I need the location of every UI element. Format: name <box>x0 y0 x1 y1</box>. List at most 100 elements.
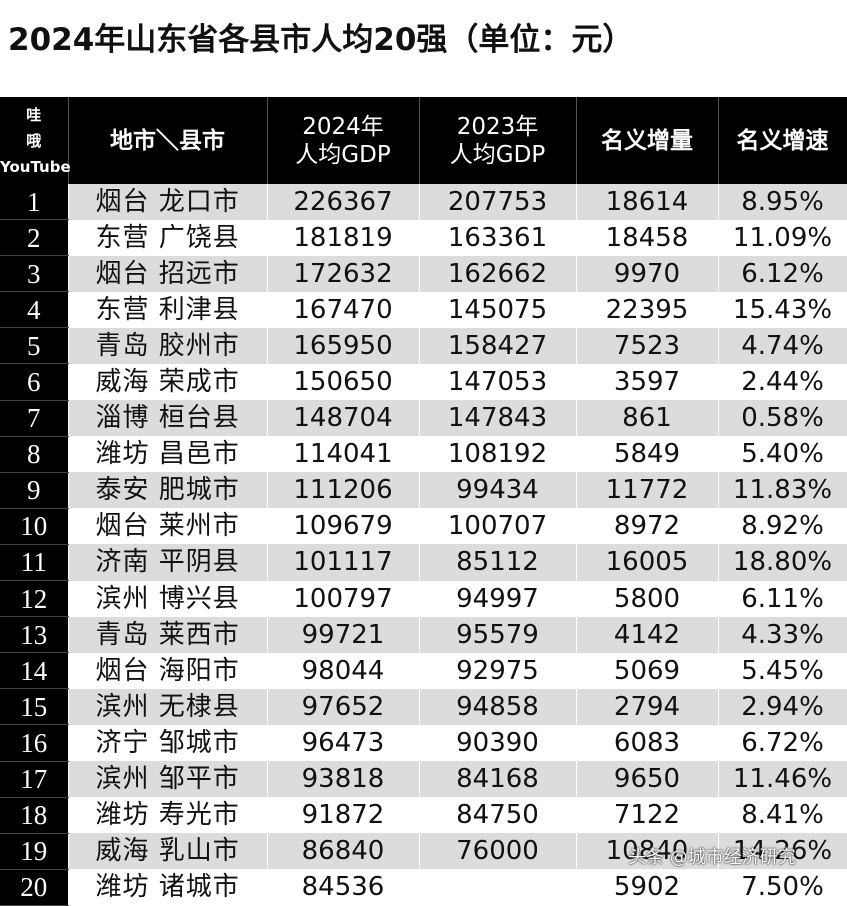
gdp2024-cell: 96473 <box>267 724 420 761</box>
growth-cell: 6.12% <box>718 255 847 292</box>
gdp2023-cell: 92975 <box>419 652 577 689</box>
increase-cell: 4142 <box>576 616 719 653</box>
name-cell: 烟台 招远市 <box>68 255 268 292</box>
increase-header: 名义增量 <box>576 97 719 184</box>
table-row: 14 烟台 海阳市 98044 92975 5069 5.45% <box>0 652 847 690</box>
increase-cell: 5849 <box>576 436 719 473</box>
table-row: 4 东营 利津县 167470 145075 22395 15.43% <box>0 291 847 329</box>
increase-cell: 7523 <box>576 327 719 364</box>
gdp2023-header: 2023年 人均GDP <box>419 97 577 184</box>
name-cell: 淄博 桓台县 <box>68 400 268 437</box>
gdp2023-cell: 207753 <box>419 184 577 220</box>
name-cell: 济宁 邹城市 <box>68 724 268 761</box>
rank-header-line-1: 哇 <box>26 105 42 124</box>
name-cell: 泰安 肥城市 <box>68 472 268 509</box>
table-row: 10 烟台 莱州市 109679 100707 8972 8.92% <box>0 508 847 545</box>
gdp2024-cell: 181819 <box>267 219 420 256</box>
gdp2023-cell: 76000 <box>419 833 577 870</box>
growth-cell: 11.46% <box>718 761 847 798</box>
table-row: 1 烟台 龙口市 226367 207753 18614 8.95% <box>0 184 847 221</box>
gdp2024-cell: 165950 <box>267 327 420 364</box>
rank-cell: 1 <box>0 184 69 221</box>
growth-cell: 18.80% <box>718 544 847 581</box>
gdp2023-header-line-1: 2023年 <box>456 113 539 140</box>
gdp2024-cell: 109679 <box>267 508 420 545</box>
rank-cell: 17 <box>0 761 69 798</box>
gdp2023-cell: 94858 <box>419 688 577 725</box>
increase-cell: 8972 <box>576 508 719 545</box>
rank-cell: 13 <box>0 616 69 654</box>
gdp2023-cell: 163361 <box>419 219 577 256</box>
table-row: 2 东营 广饶县 181819 163361 18458 11.09% <box>0 219 847 257</box>
table-row: 5 青岛 胶州市 165950 158427 7523 4.74% <box>0 327 847 365</box>
rank-header: 哇 哦 YouTube <box>0 97 71 184</box>
rank-cell: 7 <box>0 400 69 437</box>
rank-cell: 15 <box>0 688 69 726</box>
growth-cell: 4.33% <box>718 616 847 653</box>
increase-cell: 18458 <box>576 219 719 256</box>
gdp2023-cell: 158427 <box>419 327 577 364</box>
name-cell: 烟台 莱州市 <box>68 508 268 545</box>
gdp2024-cell: 93818 <box>267 761 420 798</box>
growth-cell: 5.40% <box>718 436 847 473</box>
name-cell: 青岛 胶州市 <box>68 327 268 364</box>
growth-cell: 11.09% <box>718 219 847 256</box>
rank-cell: 16 <box>0 724 69 762</box>
table-row: 17 滨州 邹平市 93818 84168 9650 11.46% <box>0 761 847 798</box>
growth-cell: 4.74% <box>718 327 847 364</box>
gdp2024-cell: 114041 <box>267 436 420 473</box>
growth-cell: 5.45% <box>718 652 847 689</box>
increase-cell: 5902 <box>576 869 719 906</box>
growth-header: 名义增速 <box>718 97 847 184</box>
name-cell: 威海 荣成市 <box>68 363 268 401</box>
table-row: 7 淄博 桓台县 148704 147843 861 0.58% <box>0 400 847 437</box>
rank-cell: 18 <box>0 797 69 834</box>
table-row: 11 济南 平阴县 101117 85112 16005 18.80% <box>0 544 847 582</box>
rank-header-line-2: 哦 <box>26 131 42 150</box>
increase-cell: 5069 <box>576 652 719 689</box>
gdp2023-cell: 90390 <box>419 724 577 761</box>
rank-cell: 14 <box>0 652 69 690</box>
gdp2023-cell: 145075 <box>419 291 577 328</box>
rank-cell: 11 <box>0 544 69 582</box>
gdp2023-cell: 95579 <box>419 616 577 653</box>
table-row: 3 烟台 招远市 172632 162662 9970 6.12% <box>0 255 847 293</box>
gdp2024-header: 2024年 人均GDP <box>267 97 420 184</box>
table-row: 19 威海 乳山市 86840 76000 10840 14.26% <box>0 833 847 870</box>
rank-cell: 20 <box>0 869 69 906</box>
name-cell: 滨州 博兴县 <box>68 580 268 617</box>
rank-cell: 2 <box>0 219 69 257</box>
growth-cell: 8.41% <box>718 797 847 834</box>
increase-cell: 7122 <box>576 797 719 834</box>
gdp2023-cell: 99434 <box>419 472 577 509</box>
gdp2024-header-line-1: 2024年 <box>302 113 384 140</box>
increase-cell: 16005 <box>576 544 719 581</box>
gdp2024-cell: 98044 <box>267 652 420 689</box>
table-row: 13 青岛 莱西市 99721 95579 4142 4.33% <box>0 616 847 654</box>
gdp2024-header-line-2: 人均GDP <box>295 141 391 168</box>
rank-cell: 4 <box>0 291 69 329</box>
gdp2023-cell: 108192 <box>419 436 577 473</box>
gdp2023-cell: 147843 <box>419 400 577 437</box>
table-row: 18 潍坊 寿光市 91872 84750 7122 8.41% <box>0 797 847 834</box>
growth-cell: 6.72% <box>718 724 847 761</box>
table-header-row: 哇 哦 YouTube 地市＼县市 2024年 人均GDP 2023年 人均GD… <box>0 97 847 184</box>
increase-cell: 2794 <box>576 688 719 725</box>
gdp2024-cell: 172632 <box>267 255 420 292</box>
gdp2023-cell: 147053 <box>419 363 577 401</box>
gdp2024-cell: 167470 <box>267 291 420 328</box>
watermark: 头条 @城市经济研究 <box>628 847 796 868</box>
name-cell: 潍坊 寿光市 <box>68 797 268 834</box>
growth-cell: 8.95% <box>718 184 847 220</box>
gdp2023-cell: 162662 <box>419 255 577 292</box>
gdp2023-cell: 84750 <box>419 797 577 834</box>
growth-cell: 2.44% <box>718 363 847 401</box>
gdp2024-cell: 84536 <box>267 869 420 906</box>
increase-cell: 18614 <box>576 184 719 220</box>
gdp2023-header-line-2: 人均GDP <box>449 141 546 168</box>
rank-cell: 10 <box>0 508 69 545</box>
increase-cell: 9970 <box>576 255 719 292</box>
table-row: 20 潍坊 诸城市 84536 5902 7.50% <box>0 869 847 906</box>
growth-cell: 6.11% <box>718 580 847 617</box>
gdp2024-cell: 99721 <box>267 616 420 653</box>
